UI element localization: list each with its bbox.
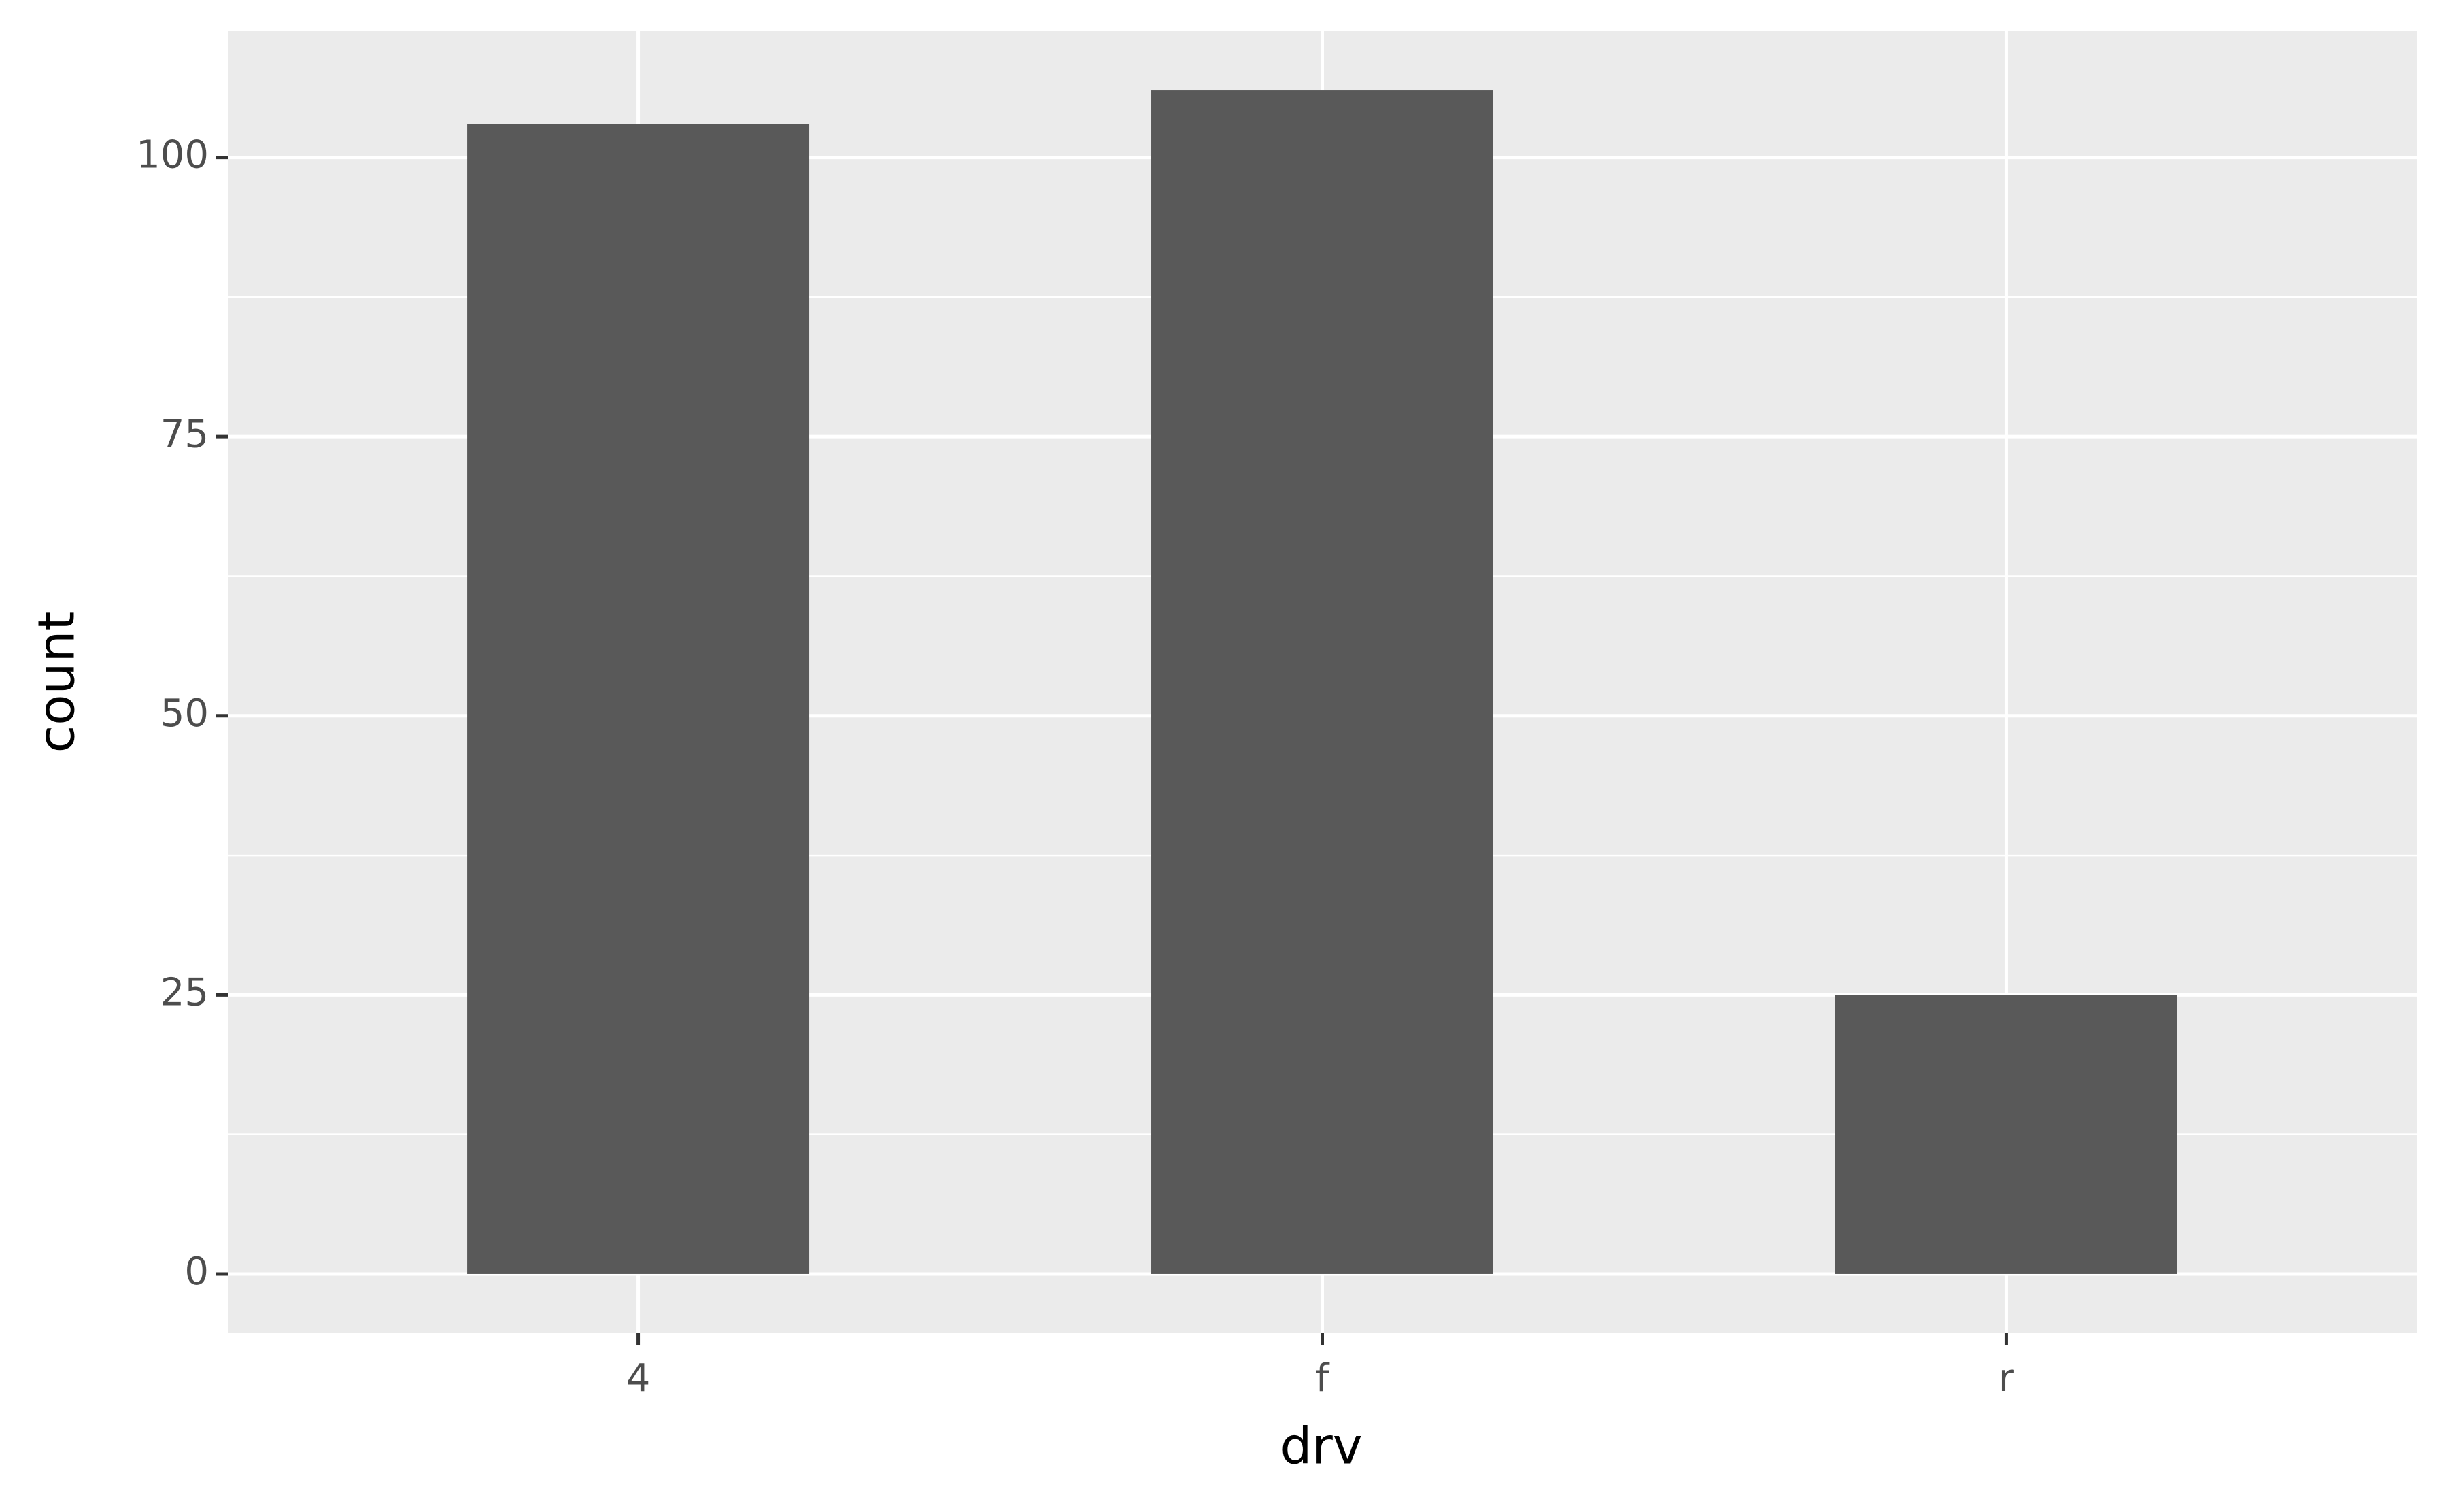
y-tick-label: 100 [136, 133, 209, 177]
x-tick-label: r [1999, 1356, 2015, 1401]
y-tick-label: 0 [184, 1250, 209, 1294]
bar [1151, 90, 1493, 1274]
x-tick-label: 4 [626, 1356, 651, 1401]
marks [467, 90, 2177, 1274]
y-tick-label: 25 [160, 971, 209, 1015]
y-tick-label: 50 [160, 691, 209, 736]
x-axis-title: drv [1280, 1418, 1362, 1476]
y-axis-title: count [28, 611, 86, 753]
bar [1835, 995, 2177, 1274]
x-tick-label: f [1316, 1356, 1330, 1401]
bar [467, 124, 810, 1274]
y-tick-label: 75 [160, 412, 209, 456]
